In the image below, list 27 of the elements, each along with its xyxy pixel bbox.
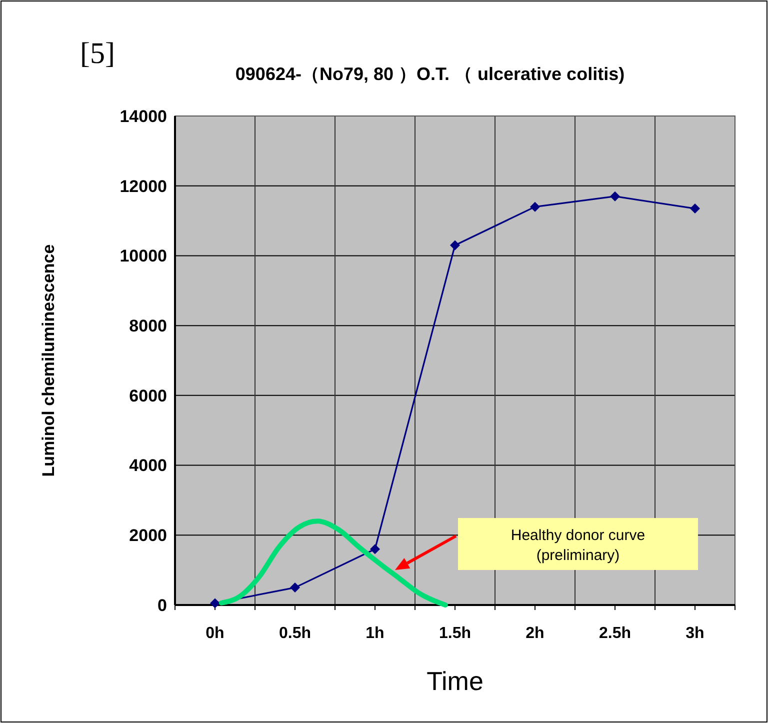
point (210, 598, 220, 608)
y-tick-label: 10000 (120, 246, 167, 266)
x-tick-label: 1.5h (438, 625, 472, 642)
x-tick-label: 0h (206, 625, 224, 642)
chart-title: 090624-（No79, 80 ）O.T. （ ulcerative colitis) (235, 64, 625, 84)
y-tick-label: 4000 (129, 456, 167, 476)
annotation: Healthy donor curve (preliminary) (510, 527, 646, 564)
x-tick-label: 1h (366, 625, 384, 642)
x-tick-label: 2.5h (598, 625, 632, 642)
point (370, 544, 380, 554)
y-tick-label: 6000 (129, 386, 167, 406)
y-axis-title: Luminol chemiluminescence (39, 244, 58, 477)
x-tick-label: 3h (686, 625, 704, 642)
point (610, 191, 620, 202)
x-tick-label: 2h (526, 625, 544, 642)
point (450, 240, 460, 250)
point (690, 204, 700, 214)
y-tick-label: 12000 (120, 176, 167, 196)
y-tick-label: 2000 (129, 526, 167, 546)
point (530, 202, 540, 212)
x-tick-label: 0.5h (278, 625, 312, 642)
text: [5] (80, 37, 115, 70)
point (290, 582, 300, 593)
y-tick-label: 14000 (120, 106, 167, 126)
x-axis-title: Time (426, 666, 484, 696)
y-tick-label: 8000 (129, 316, 167, 336)
y-tick-label: 0 (158, 596, 167, 615)
